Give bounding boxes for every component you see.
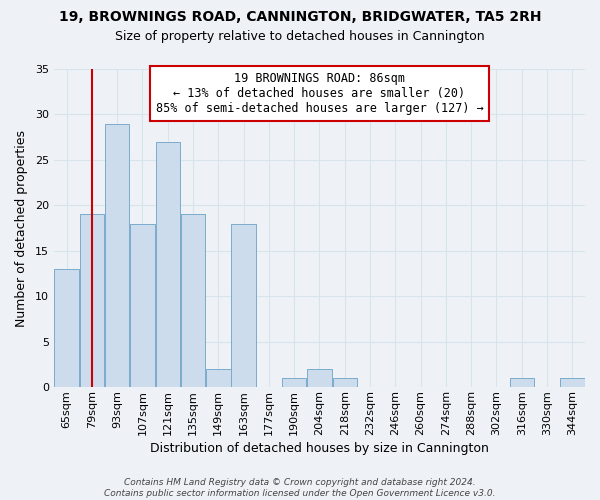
Bar [80,214,104,387]
Y-axis label: Number of detached properties: Number of detached properties [15,130,28,326]
Bar [105,124,130,387]
Bar [206,369,230,387]
X-axis label: Distribution of detached houses by size in Cannington: Distribution of detached houses by size … [150,442,489,455]
Text: Size of property relative to detached houses in Cannington: Size of property relative to detached ho… [115,30,485,43]
Bar [232,224,256,387]
Bar [509,378,534,387]
Bar [307,369,332,387]
Bar [130,224,155,387]
Text: 19 BROWNINGS ROAD: 86sqm
← 13% of detached houses are smaller (20)
85% of semi-d: 19 BROWNINGS ROAD: 86sqm ← 13% of detach… [155,72,484,115]
Text: 19, BROWNINGS ROAD, CANNINGTON, BRIDGWATER, TA5 2RH: 19, BROWNINGS ROAD, CANNINGTON, BRIDGWAT… [59,10,541,24]
Bar [332,378,357,387]
Bar [282,378,307,387]
Text: Contains HM Land Registry data © Crown copyright and database right 2024.
Contai: Contains HM Land Registry data © Crown c… [104,478,496,498]
Bar [155,142,180,387]
Bar [55,269,79,387]
Bar [560,378,584,387]
Bar [181,214,205,387]
